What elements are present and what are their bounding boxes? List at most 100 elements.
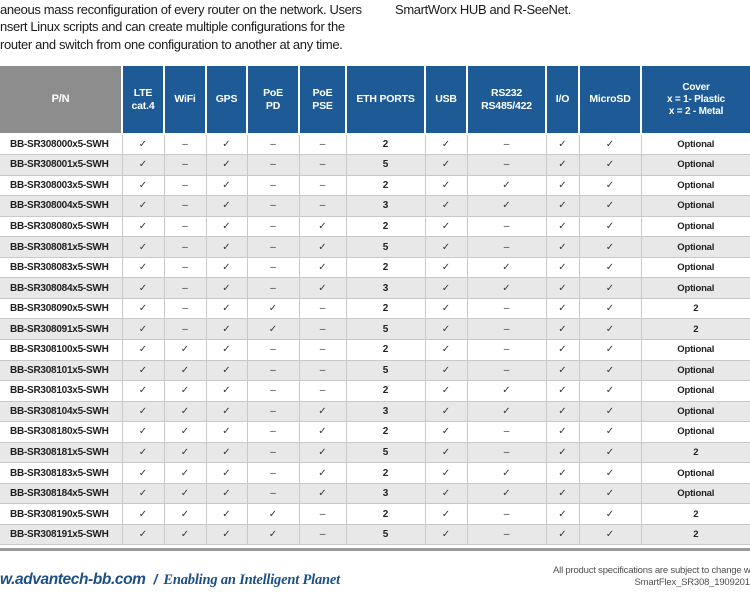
cover-cell: Optional xyxy=(641,195,750,217)
table-row: BB-SR308101x5-SWH ✓ ✓ ✓ – –5 ✓ – ✓ ✓ Optional xyxy=(0,360,750,382)
gps-cell: ✓ xyxy=(206,154,248,176)
lte-cell: ✓ xyxy=(122,421,165,443)
poe_pse-cell: – xyxy=(299,360,347,382)
io-cell: ✓ xyxy=(546,524,580,546)
io-cell: ✓ xyxy=(546,134,580,156)
usb-cell: ✓ xyxy=(425,442,468,464)
pn-cell: BB-SR308000x5-SWH xyxy=(0,134,123,156)
col-header-gps: GPS xyxy=(206,66,248,135)
table-row: BB-SR308191x5-SWH ✓ ✓ ✓ ✓ –5 ✓ – ✓ ✓ 2 xyxy=(0,524,750,546)
poe_pd-cell: – xyxy=(247,216,300,238)
wifi-cell: ✓ xyxy=(164,380,207,402)
wifi-cell: – xyxy=(164,318,207,340)
eth-cell: 5 xyxy=(346,524,426,546)
pn-cell: BB-SR308183x5-SWH xyxy=(0,462,123,484)
usb-cell: ✓ xyxy=(425,216,468,238)
microsd-cell: ✓ xyxy=(579,401,642,423)
table-row: BB-SR308184x5-SWH ✓ ✓ ✓ – ✓ 3 ✓ ✓ ✓ ✓ Optional xyxy=(0,483,750,505)
usb-cell: ✓ xyxy=(425,401,468,423)
rs-cell: – xyxy=(467,442,547,464)
table-row: BB-SR308180x5-SWH ✓ ✓ ✓ – ✓ 2 ✓ – ✓ ✓ Optional xyxy=(0,421,750,443)
poe_pse-cell: ✓ xyxy=(299,257,347,279)
poe_pd-cell: – xyxy=(247,462,300,484)
col-header-pn: P/N xyxy=(0,66,123,135)
wifi-cell: – xyxy=(164,236,207,258)
gps-cell: ✓ xyxy=(206,380,248,402)
eth-cell: 5 xyxy=(346,360,426,382)
col-header-rs: RS232 RS485/422 xyxy=(467,66,547,135)
footer-brand: w.advantech-bb.com / Enabling an Intellige… xyxy=(0,571,340,589)
microsd-cell: ✓ xyxy=(579,216,642,238)
gps-cell: ✓ xyxy=(206,483,248,505)
poe_pse-cell: – xyxy=(299,175,347,197)
pn-cell: BB-SR308081x5-SWH xyxy=(0,236,123,258)
table-row: BB-SR308080x5-SWH ✓ – ✓ – ✓ 2 ✓ – ✓ ✓ Optional xyxy=(0,216,750,238)
rs-cell: ✓ xyxy=(467,380,547,402)
pn-cell: BB-SR308103x5-SWH xyxy=(0,380,123,402)
cover-cell: 2 xyxy=(641,524,750,546)
rs-cell: – xyxy=(467,339,547,361)
gps-cell: ✓ xyxy=(206,134,248,156)
eth-cell: 5 xyxy=(346,236,426,258)
website-link[interactable]: w.advantech-bb.com xyxy=(0,571,146,588)
gps-cell: ✓ xyxy=(206,318,248,340)
table-row: BB-SR308190x5-SWH ✓ ✓ ✓ ✓ –2 ✓ – ✓ ✓ 2 xyxy=(0,503,750,525)
wifi-cell: ✓ xyxy=(164,401,207,423)
eth-cell: 3 xyxy=(346,277,426,299)
gps-cell: ✓ xyxy=(206,257,248,279)
product-spec-table: P/N LTE cat.4 WiFi GPS PoE PD PoE PSE ETH PORTS US… xyxy=(0,66,750,546)
rs-cell: ✓ xyxy=(467,483,547,505)
poe_pse-cell: – xyxy=(299,524,347,546)
rs-cell: – xyxy=(467,236,547,258)
usb-cell: ✓ xyxy=(425,195,468,217)
col-header-eth: ETH PORTS xyxy=(346,66,426,135)
rs-cell: ✓ xyxy=(467,462,547,484)
table-row: BB-SR308003x5-SWH ✓ – ✓ – –2 ✓ ✓ ✓ ✓ Optional xyxy=(0,175,750,197)
cover-cell: Optional xyxy=(641,401,750,423)
cover-cell: 2 xyxy=(641,318,750,340)
intro-paragraph-right: SmartWorx HUB and R-SeeNet. xyxy=(395,1,745,18)
cover-cell: 2 xyxy=(641,298,750,320)
cover-cell: Optional xyxy=(641,421,750,443)
intro-paragraph-left: aneous mass reconfiguration of every rou… xyxy=(0,1,392,53)
eth-cell: 3 xyxy=(346,195,426,217)
eth-cell: 5 xyxy=(346,154,426,176)
usb-cell: ✓ xyxy=(425,421,468,443)
microsd-cell: ✓ xyxy=(579,134,642,156)
col-header-io: I/O xyxy=(546,66,580,135)
wifi-cell: ✓ xyxy=(164,503,207,525)
intro-line: nsert Linux scripts and can create multi… xyxy=(0,19,345,35)
table-row: BB-SR308181x5-SWH ✓ ✓ ✓ – ✓ 5 ✓ – ✓ ✓ 2 xyxy=(0,442,750,464)
microsd-cell: ✓ xyxy=(579,257,642,279)
usb-cell: ✓ xyxy=(425,483,468,505)
footer-note: All product specifications are subject t… xyxy=(553,565,750,588)
eth-cell: 2 xyxy=(346,462,426,484)
usb-cell: ✓ xyxy=(425,134,468,156)
intro-line: aneous mass reconfiguration of every rou… xyxy=(0,2,362,17)
pn-cell: BB-SR308101x5-SWH xyxy=(0,360,123,382)
lte-cell: ✓ xyxy=(122,236,165,258)
poe_pse-cell: – xyxy=(299,380,347,402)
poe_pse-cell: ✓ xyxy=(299,462,347,484)
gps-cell: ✓ xyxy=(206,503,248,525)
pn-cell: BB-SR308104x5-SWH xyxy=(0,401,123,423)
usb-cell: ✓ xyxy=(425,380,468,402)
gps-cell: ✓ xyxy=(206,195,248,217)
io-cell: ✓ xyxy=(546,421,580,443)
poe_pse-cell: ✓ xyxy=(299,216,347,238)
rs-cell: – xyxy=(467,216,547,238)
usb-cell: ✓ xyxy=(425,360,468,382)
cover-cell: Optional xyxy=(641,380,750,402)
io-cell: ✓ xyxy=(546,216,580,238)
io-cell: ✓ xyxy=(546,298,580,320)
pn-cell: BB-SR308191x5-SWH xyxy=(0,524,123,546)
gps-cell: ✓ xyxy=(206,462,248,484)
poe_pd-cell: – xyxy=(247,483,300,505)
lte-cell: ✓ xyxy=(122,277,165,299)
io-cell: ✓ xyxy=(546,277,580,299)
intro-line: SmartWorx HUB and R-SeeNet. xyxy=(395,2,571,17)
eth-cell: 2 xyxy=(346,503,426,525)
footer-slash: / xyxy=(153,571,158,587)
microsd-cell: ✓ xyxy=(579,298,642,320)
